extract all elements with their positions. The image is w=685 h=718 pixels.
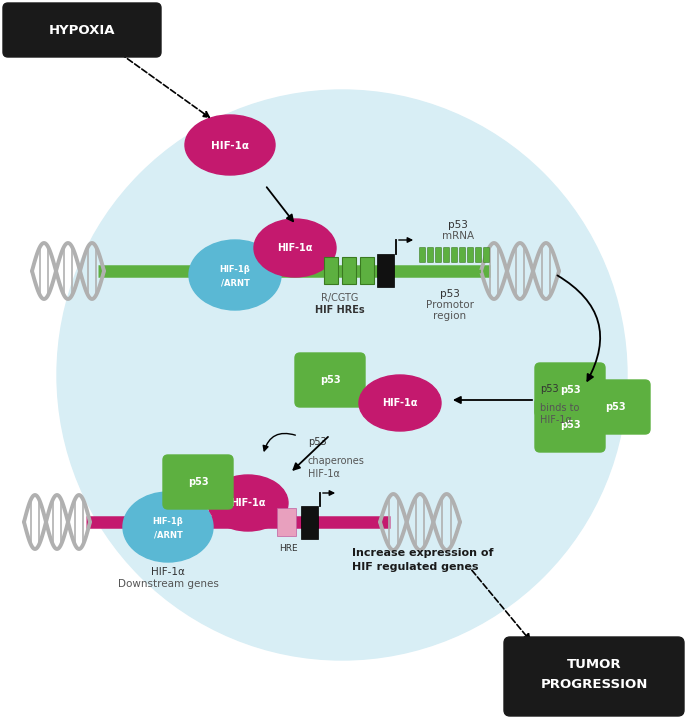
Text: p53: p53 bbox=[320, 375, 340, 385]
Ellipse shape bbox=[359, 375, 441, 431]
FancyBboxPatch shape bbox=[475, 248, 482, 263]
FancyBboxPatch shape bbox=[325, 256, 338, 284]
Text: binds to: binds to bbox=[540, 403, 580, 413]
Text: Increase expression of: Increase expression of bbox=[352, 548, 493, 558]
Text: /ARNT: /ARNT bbox=[153, 531, 182, 539]
Ellipse shape bbox=[254, 219, 336, 277]
Text: HIF-1α: HIF-1α bbox=[277, 243, 313, 253]
Text: Promotor: Promotor bbox=[426, 300, 474, 310]
FancyBboxPatch shape bbox=[377, 253, 395, 286]
Text: HYPOXIA: HYPOXIA bbox=[49, 24, 115, 37]
FancyBboxPatch shape bbox=[460, 248, 466, 263]
Text: p53: p53 bbox=[560, 420, 580, 430]
FancyBboxPatch shape bbox=[427, 248, 434, 263]
FancyBboxPatch shape bbox=[436, 248, 442, 263]
Ellipse shape bbox=[189, 240, 281, 310]
Ellipse shape bbox=[123, 492, 213, 562]
Text: p53: p53 bbox=[188, 477, 208, 487]
Ellipse shape bbox=[208, 475, 288, 531]
Text: TUMOR: TUMOR bbox=[566, 658, 621, 671]
Text: HIF-1α: HIF-1α bbox=[230, 498, 266, 508]
Ellipse shape bbox=[185, 115, 275, 175]
Text: PROGRESSION: PROGRESSION bbox=[540, 678, 648, 691]
Text: p53: p53 bbox=[605, 402, 625, 412]
FancyBboxPatch shape bbox=[342, 256, 356, 284]
Text: HIF HREs: HIF HREs bbox=[315, 305, 365, 315]
Text: HIF-1α: HIF-1α bbox=[308, 469, 340, 479]
FancyBboxPatch shape bbox=[535, 398, 605, 452]
FancyBboxPatch shape bbox=[3, 3, 161, 57]
FancyBboxPatch shape bbox=[295, 353, 365, 407]
Circle shape bbox=[57, 90, 627, 660]
FancyBboxPatch shape bbox=[451, 248, 458, 263]
Text: HRE: HRE bbox=[279, 544, 297, 553]
FancyBboxPatch shape bbox=[419, 248, 425, 263]
Text: mRNA: mRNA bbox=[442, 231, 474, 241]
Text: HIF-1α: HIF-1α bbox=[382, 398, 418, 408]
Text: HIF-1α: HIF-1α bbox=[540, 415, 572, 425]
FancyBboxPatch shape bbox=[467, 248, 473, 263]
Text: p53: p53 bbox=[560, 385, 580, 395]
Text: chaperones: chaperones bbox=[308, 456, 365, 466]
Text: p53: p53 bbox=[440, 289, 460, 299]
Text: HIF-1β: HIF-1β bbox=[153, 518, 184, 526]
Text: p53: p53 bbox=[448, 220, 468, 230]
FancyBboxPatch shape bbox=[443, 248, 449, 263]
Text: region: region bbox=[434, 311, 466, 321]
FancyBboxPatch shape bbox=[504, 637, 684, 716]
FancyBboxPatch shape bbox=[535, 363, 605, 417]
FancyBboxPatch shape bbox=[484, 248, 490, 263]
FancyBboxPatch shape bbox=[301, 505, 319, 538]
Text: HIF-1α: HIF-1α bbox=[211, 141, 249, 151]
Text: p53: p53 bbox=[308, 437, 327, 447]
Text: Downstream genes: Downstream genes bbox=[118, 579, 219, 589]
FancyBboxPatch shape bbox=[277, 508, 297, 536]
FancyBboxPatch shape bbox=[580, 380, 650, 434]
Text: R/CGTG: R/CGTG bbox=[321, 293, 359, 303]
FancyBboxPatch shape bbox=[163, 455, 233, 509]
Text: HIF-1α: HIF-1α bbox=[151, 567, 185, 577]
FancyBboxPatch shape bbox=[360, 256, 375, 284]
Text: /ARNT: /ARNT bbox=[221, 279, 249, 287]
Text: p53: p53 bbox=[540, 384, 559, 394]
Text: HIF-1β: HIF-1β bbox=[220, 266, 251, 274]
Text: HIF regulated genes: HIF regulated genes bbox=[352, 562, 479, 572]
